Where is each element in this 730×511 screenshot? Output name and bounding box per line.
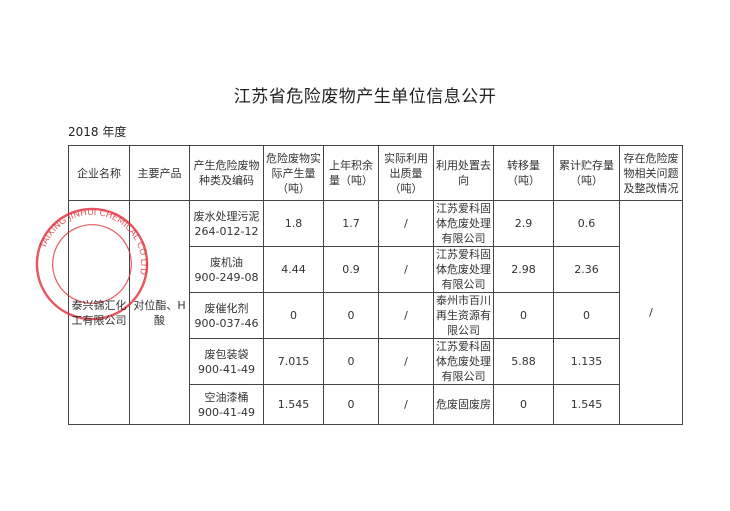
header-produced: 危险废物实际产生量（吨） [263,145,324,201]
transfer-amount: 2.9 [493,200,554,247]
waste-name: 空油漆桶 [204,390,249,404]
used-amount: / [378,338,434,385]
waste-info-table: 企业名称 主要产品 产生危险废物种类及编码 危险废物实际产生量（吨） 上年积余量… [68,145,683,425]
waste-name: 废催化剂 [204,301,249,315]
used-amount: / [378,384,434,425]
transfer-amount: 0 [493,292,554,339]
produced-amount: 1.8 [263,200,324,247]
stored-amount: 1.135 [553,338,620,385]
header-used: 实际利用出质量（吨） [378,145,434,201]
header-issues: 存在危险废物相关问题及整改情况 [619,145,683,201]
waste-code: 900-41-49 [198,362,255,376]
waste-type: 废包装袋 900-41-49 [189,338,264,385]
disposal-destination: 江苏爱科固体危废处理有限公司 [433,200,494,247]
header-row: 企业名称 主要产品 产生危险废物种类及编码 危险废物实际产生量（吨） 上年积余量… [68,145,683,201]
header-stored: 累计贮存量（吨） [553,145,620,201]
document-title: 江苏省危险废物产生单位信息公开 [233,87,497,107]
used-amount: / [378,246,434,293]
produced-amount: 4.44 [263,246,324,293]
carryover-amount: 0.9 [323,246,379,293]
stored-amount: 0 [553,292,620,339]
used-amount: / [378,292,434,339]
disposal-destination: 江苏爱科固体危废处理有限公司 [433,338,494,385]
waste-type: 空油漆桶 900-41-49 [189,384,264,425]
disposal-destination: 泰州市百川再生资源有限公司 [433,292,494,339]
header-carryover: 上年积余量（吨） [323,145,379,201]
header-waste-type: 产生危险废物种类及编码 [189,145,264,201]
header-product: 主要产品 [129,145,190,201]
table-row: 空油漆桶 900-41-49 1.545 0/危废固废房 0 1.545 [69,384,683,425]
table-row: 废机油 900-249-08 4.44 0.9/江苏爱科固体危废处理有限公司 2.98 2… [69,246,683,293]
table-row: 泰兴锦汇化工有限公司 对位酯、H 酸废水处理污泥 264-012-12 1.8 1.7/… [68,200,683,425]
disposal-destination: 江苏爱科固体危废处理有限公司 [433,246,494,293]
transfer-amount: 0 [493,384,554,425]
waste-code: 900-41-49 [198,405,255,419]
carryover-amount: 0 [323,292,379,339]
waste-type: 废机油 900-249-08 [189,246,264,293]
produced-amount: 7.015 [263,338,324,385]
used-amount: / [378,200,434,247]
produced-amount: 0 [263,292,324,339]
issues-status: / [619,200,683,425]
company-name: 泰兴锦汇化工有限公司 [68,200,130,425]
waste-type: 废水处理污泥 264-012-12 [189,200,264,247]
waste-code: 900-249-08 [194,270,259,284]
header-destination: 利用处置去向 [433,145,494,201]
carryover-amount: 0 [323,338,379,385]
produced-amount: 1.545 [263,384,324,425]
stored-amount: 0.6 [553,200,620,247]
carryover-amount: 0 [323,384,379,425]
stored-amount: 2.36 [553,246,620,293]
waste-name: 废机油 [210,255,243,269]
main-product: 对位酯、H 酸 [129,200,190,425]
waste-name: 废包装袋 [204,347,249,361]
transfer-amount: 5.88 [493,338,554,385]
waste-code: 900-037-46 [194,316,259,330]
year-label: 2018 年度 [68,125,127,139]
table-row: 废催化剂 900-037-46 0 0/泰州市百川再生资源有限公司 0 0 [69,292,683,339]
disposal-destination: 危废固废房 [433,384,494,425]
stored-amount: 1.545 [553,384,620,425]
waste-type: 废催化剂 900-037-46 [189,292,264,339]
waste-code: 264-012-12 [194,224,259,238]
carryover-amount: 1.7 [323,200,379,247]
header-company: 企业名称 [68,145,130,201]
waste-name: 废水处理污泥 [193,209,260,223]
header-transfer: 转移量（吨） [493,145,554,201]
transfer-amount: 2.98 [493,246,554,293]
